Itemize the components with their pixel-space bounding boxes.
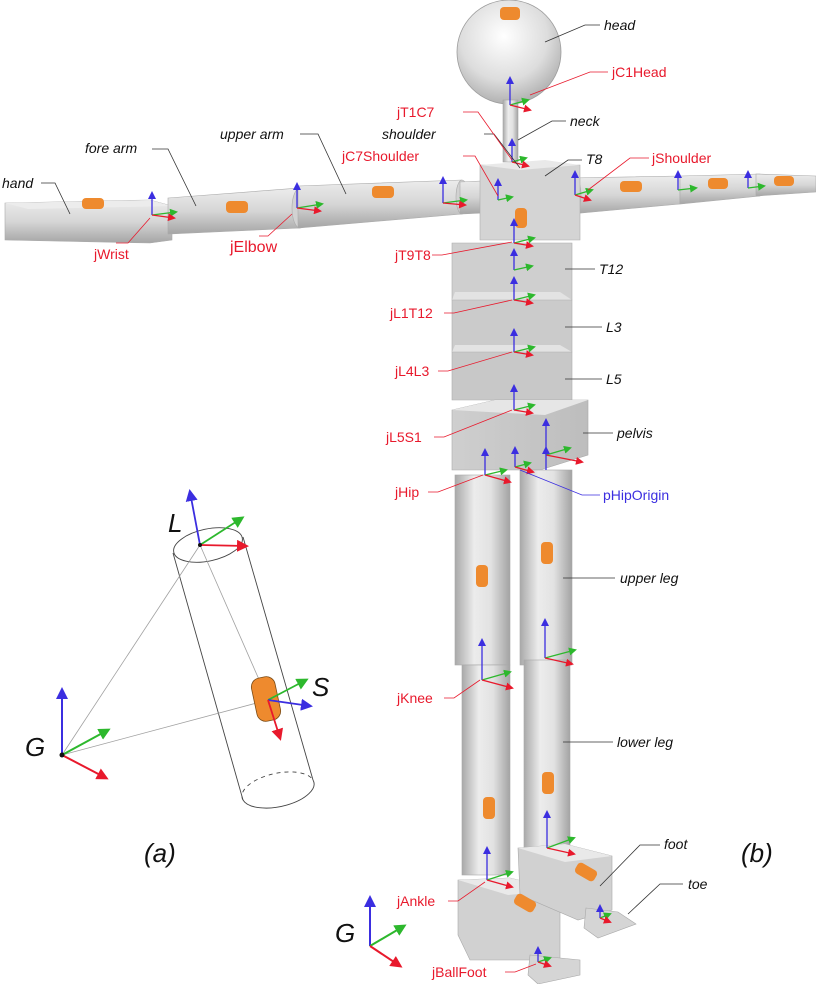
frame-shoulder-left (439, 176, 468, 209)
label-global-frame-a: G (25, 732, 45, 762)
l5-segment (451, 351, 573, 401)
frame-L (185, 489, 249, 552)
sensor-marker (372, 186, 394, 198)
label-lower-leg: lower leg (617, 734, 673, 750)
panel-b-label: (b) (741, 838, 773, 868)
sensor-marker (476, 565, 488, 587)
label-jC1Head: jC1Head (611, 64, 666, 80)
toe-segment-left (527, 954, 581, 984)
sensor-marker (541, 542, 553, 564)
label-sensor-frame-a: S (312, 672, 330, 702)
label-jElbow: jElbow (229, 239, 278, 256)
label-foot: foot (664, 836, 688, 852)
frame-jElbow (293, 182, 324, 215)
frame-S (267, 678, 313, 741)
frame-jL5S1 (510, 384, 536, 416)
label-segment-frame-a: L (168, 508, 182, 538)
sensor-marker (774, 176, 794, 186)
sensor-marker (483, 797, 495, 819)
frame-jShoulder (571, 170, 594, 202)
joint-frames (148, 76, 766, 968)
sensor-markers (82, 7, 794, 913)
frame-jKnee (478, 638, 514, 691)
frame-t12 (510, 248, 534, 272)
frame-jWrist (148, 191, 178, 222)
label-jL4L3: jL4L3 (394, 363, 429, 379)
sensor-marker (515, 208, 527, 228)
joint-leader-lines (116, 71, 649, 973)
panel-a-diagram: G L S (a) (25, 489, 330, 868)
frame-jL1T12 (510, 276, 536, 306)
neck-segment (502, 99, 519, 163)
sensor-marker (500, 7, 520, 20)
label-fore-arm: fore arm (85, 140, 137, 156)
upper-leg-segment-right (519, 469, 573, 666)
label-jWrist: jWrist (93, 246, 129, 262)
global-frame-b (364, 895, 407, 968)
label-jShoulder: jShoulder (651, 150, 711, 166)
l3-segment (451, 299, 573, 353)
label-l3: L3 (606, 319, 622, 335)
frame-ballfoot-right (596, 904, 612, 924)
toe-segment-right (583, 907, 637, 939)
frame-pHipOrigin (511, 446, 535, 475)
origin-leader-line (519, 469, 600, 496)
sensor-block-a (250, 676, 282, 722)
label-pelvis: pelvis (616, 425, 653, 441)
sensor-marker (620, 181, 642, 192)
segment-cylinder (172, 527, 315, 809)
sensor-marker (542, 772, 554, 794)
label-head: head (604, 17, 636, 33)
frame-jHip (481, 448, 512, 485)
label-jHip: jHip (394, 484, 419, 500)
frame-knee-right (541, 618, 577, 667)
sensor-marker (708, 178, 728, 189)
label-jKnee: jKnee (396, 690, 433, 706)
label-jT1C7: jT1C7 (396, 104, 435, 120)
label-hand: hand (2, 175, 34, 191)
frame-jC7Shoulder (494, 178, 514, 203)
label-jAnkle: jAnkle (396, 893, 435, 909)
frame-jL4L3 (510, 328, 536, 358)
label-toe: toe (688, 876, 708, 892)
label-l5: L5 (606, 371, 622, 387)
label-jL5S1: jL5S1 (385, 429, 422, 445)
label-pHipOrigin: pHipOrigin (603, 487, 669, 503)
label-neck: neck (570, 113, 601, 129)
label-jC7Shoulder: jC7Shoulder (341, 148, 419, 164)
frame-jT9T8 (510, 218, 536, 249)
label-jBallFoot: jBallFoot (431, 964, 487, 980)
frame-jT1C7 (508, 138, 530, 169)
frame-ankle-right (543, 810, 576, 857)
label-upper-arm: upper arm (220, 126, 284, 142)
label-upper-leg: upper leg (620, 570, 679, 586)
panel-a-label: (a) (144, 838, 176, 868)
lower-leg-segment-left (461, 664, 511, 876)
t8-segment (479, 164, 581, 241)
sensor-marker (82, 198, 104, 209)
sensor-marker (574, 862, 598, 882)
t12-segment (451, 242, 573, 301)
sensor-marker (513, 893, 537, 913)
frame-G (56, 687, 111, 780)
frame-jAnkle (483, 846, 514, 890)
label-jL1T12: jL1T12 (389, 305, 433, 321)
frame-jBallFoot (534, 946, 552, 968)
label-global-frame-b: G (335, 918, 355, 948)
connection-lines (61, 544, 269, 756)
label-t8: T8 (586, 151, 603, 167)
frame-jC1Head (506, 76, 532, 113)
label-jT9T8: jT9T8 (394, 247, 431, 263)
sensor-marker (226, 201, 248, 213)
label-t12: T12 (599, 261, 623, 277)
frame-right-forearm (674, 170, 766, 193)
label-shoulder: shoulder (382, 126, 437, 142)
